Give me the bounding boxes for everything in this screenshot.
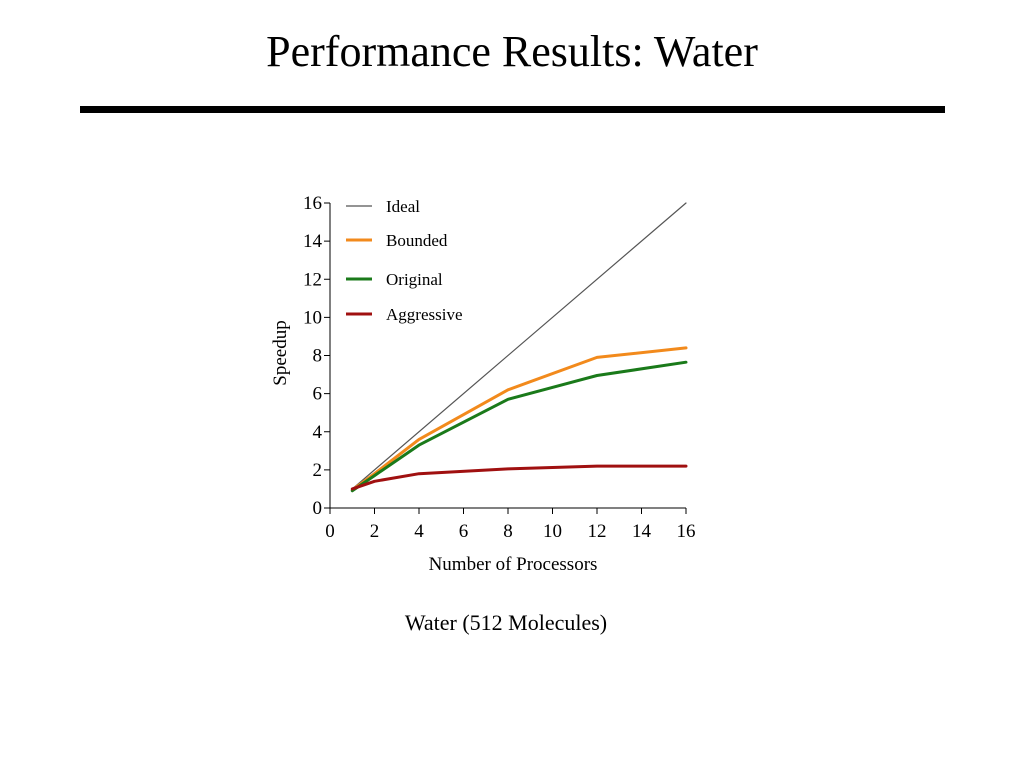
series-line-aggressive [350, 464, 688, 491]
y-tick-label: 0 [313, 498, 323, 519]
chart-axes: 0 2 4 6 8 10 12 14 16 0 2 4 6 8 10 12 14 16 [303, 193, 696, 542]
chart-legend: Ideal Bounded Original Aggressive [346, 197, 462, 324]
y-tick-label: 6 [313, 384, 323, 405]
y-tick-label: 14 [303, 231, 323, 252]
x-tick-label: 0 [325, 521, 335, 542]
slide-title: Performance Results: Water [266, 27, 758, 76]
title-divider [80, 106, 945, 113]
x-tick-label: 14 [632, 521, 652, 542]
legend-label-bounded: Bounded [386, 231, 448, 250]
legend-label-aggressive: Aggressive [386, 305, 462, 324]
y-tick-label: 16 [303, 193, 322, 214]
legend-label-ideal: Ideal [386, 197, 420, 216]
y-axis-label: Speedup [270, 320, 291, 385]
x-tick-label: 12 [588, 521, 607, 542]
x-tick-label: 6 [459, 521, 469, 542]
legend-label-original: Original [386, 270, 443, 289]
y-tick-label: 8 [313, 346, 323, 367]
chart-series [350, 202, 688, 493]
y-tick-label: 10 [303, 307, 322, 328]
series-line-ideal [351, 202, 687, 490]
series-line-original [350, 360, 688, 493]
x-tick-label: 8 [503, 521, 513, 542]
x-tick-label: 10 [543, 521, 562, 542]
y-tick-label: 4 [313, 422, 323, 443]
x-tick-label: 16 [677, 521, 696, 542]
x-axis-label: Number of Processors [429, 554, 598, 575]
x-tick-label: 2 [370, 521, 380, 542]
y-tick-label: 2 [313, 460, 323, 481]
x-tick-label: 4 [414, 521, 424, 542]
y-tick-label: 12 [303, 269, 322, 290]
chart-caption: Water (512 Molecules) [404, 610, 608, 635]
